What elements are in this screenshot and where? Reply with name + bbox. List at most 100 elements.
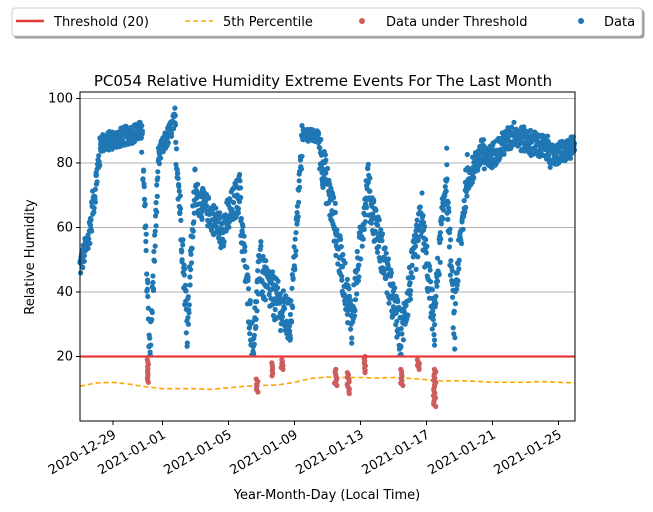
- data-point: [571, 140, 578, 146]
- data-point: [352, 297, 359, 303]
- data-point: [354, 248, 360, 255]
- data-point: [155, 169, 161, 175]
- data-point: [295, 214, 301, 220]
- data-point: [154, 182, 160, 188]
- data-point: [511, 119, 517, 125]
- data-point: [351, 313, 358, 319]
- data-point: [398, 344, 404, 350]
- data-point: [275, 278, 281, 284]
- data-point: [217, 210, 223, 216]
- data-point: [435, 255, 441, 261]
- data-point: [436, 272, 442, 278]
- data-point: [545, 133, 551, 139]
- under-threshold-point: [144, 357, 150, 363]
- data-point: [338, 244, 344, 250]
- y-tick-label: 60: [56, 220, 73, 235]
- percentile-layer: [79, 376, 576, 391]
- data-point: [241, 233, 247, 239]
- data-point: [255, 268, 261, 274]
- data-point: [399, 331, 405, 337]
- data-point: [432, 322, 438, 328]
- y-tick-label: 40: [56, 285, 73, 300]
- data-point: [181, 272, 187, 278]
- data-point: [185, 294, 191, 300]
- data-point: [458, 240, 465, 247]
- data-point: [408, 270, 414, 276]
- y-axis-label: Relative Humidity: [23, 199, 38, 315]
- data-point: [296, 199, 302, 205]
- data-point: [394, 318, 400, 324]
- data-point: [138, 135, 144, 141]
- data-point: [139, 149, 145, 155]
- data-point: [343, 300, 349, 306]
- data-point: [444, 176, 450, 182]
- data-point: [358, 256, 364, 262]
- data-point: [376, 217, 382, 223]
- data-point: [165, 140, 171, 146]
- data-point: [290, 304, 296, 311]
- data-point: [327, 181, 333, 187]
- data-point: [407, 292, 413, 298]
- data-point: [190, 234, 196, 240]
- data-point: [447, 226, 453, 232]
- data-point: [371, 199, 377, 205]
- data-point: [455, 278, 461, 284]
- data-point: [247, 298, 253, 304]
- data-point: [293, 230, 299, 236]
- data-point: [247, 331, 253, 337]
- data-point: [145, 293, 151, 300]
- data-point: [254, 308, 260, 314]
- data-point: [192, 167, 198, 173]
- data-point: [287, 311, 293, 318]
- data-point: [92, 186, 98, 192]
- data-point: [450, 281, 456, 288]
- data-point: [263, 258, 269, 264]
- data-point: [379, 237, 385, 244]
- data-point: [374, 249, 381, 255]
- data-point: [278, 327, 284, 334]
- data-point: [501, 151, 507, 157]
- x-axis-label: Year-Month-Day (Local Time): [233, 488, 420, 503]
- data-point: [431, 342, 438, 348]
- data-point: [471, 175, 477, 181]
- data-point: [177, 193, 183, 199]
- data-point: [424, 243, 430, 249]
- data-point: [456, 257, 462, 263]
- data-point: [354, 291, 360, 297]
- data-point: [339, 273, 345, 279]
- data-point: [259, 289, 266, 295]
- data-point: [245, 277, 251, 284]
- data-point: [81, 253, 87, 259]
- data-point: [451, 309, 457, 315]
- data-point: [279, 314, 286, 320]
- data-point: [80, 265, 86, 271]
- data-point: [185, 315, 191, 321]
- data-point: [172, 122, 179, 128]
- data-points: [77, 105, 578, 358]
- data-point: [426, 263, 433, 269]
- data-point: [286, 323, 293, 329]
- data-point: [259, 278, 265, 284]
- data-point: [318, 136, 324, 143]
- data-point: [379, 231, 386, 237]
- legend-percentile-label: 5th Percentile: [223, 15, 313, 30]
- data-point: [408, 288, 414, 294]
- data-point: [176, 188, 182, 194]
- data-point: [417, 204, 423, 210]
- data-point: [151, 248, 157, 255]
- data-point: [185, 321, 191, 327]
- data-point: [445, 216, 451, 222]
- data-point: [87, 222, 94, 228]
- data-point: [454, 282, 460, 288]
- data-point: [260, 253, 266, 260]
- data-point: [419, 190, 425, 196]
- data-point: [438, 221, 444, 227]
- data-point: [251, 341, 257, 347]
- data-point: [428, 279, 434, 285]
- data-point: [235, 206, 241, 212]
- data-point: [317, 145, 323, 151]
- data-point: [178, 217, 184, 223]
- data-point: [238, 185, 244, 191]
- data-point: [153, 223, 159, 229]
